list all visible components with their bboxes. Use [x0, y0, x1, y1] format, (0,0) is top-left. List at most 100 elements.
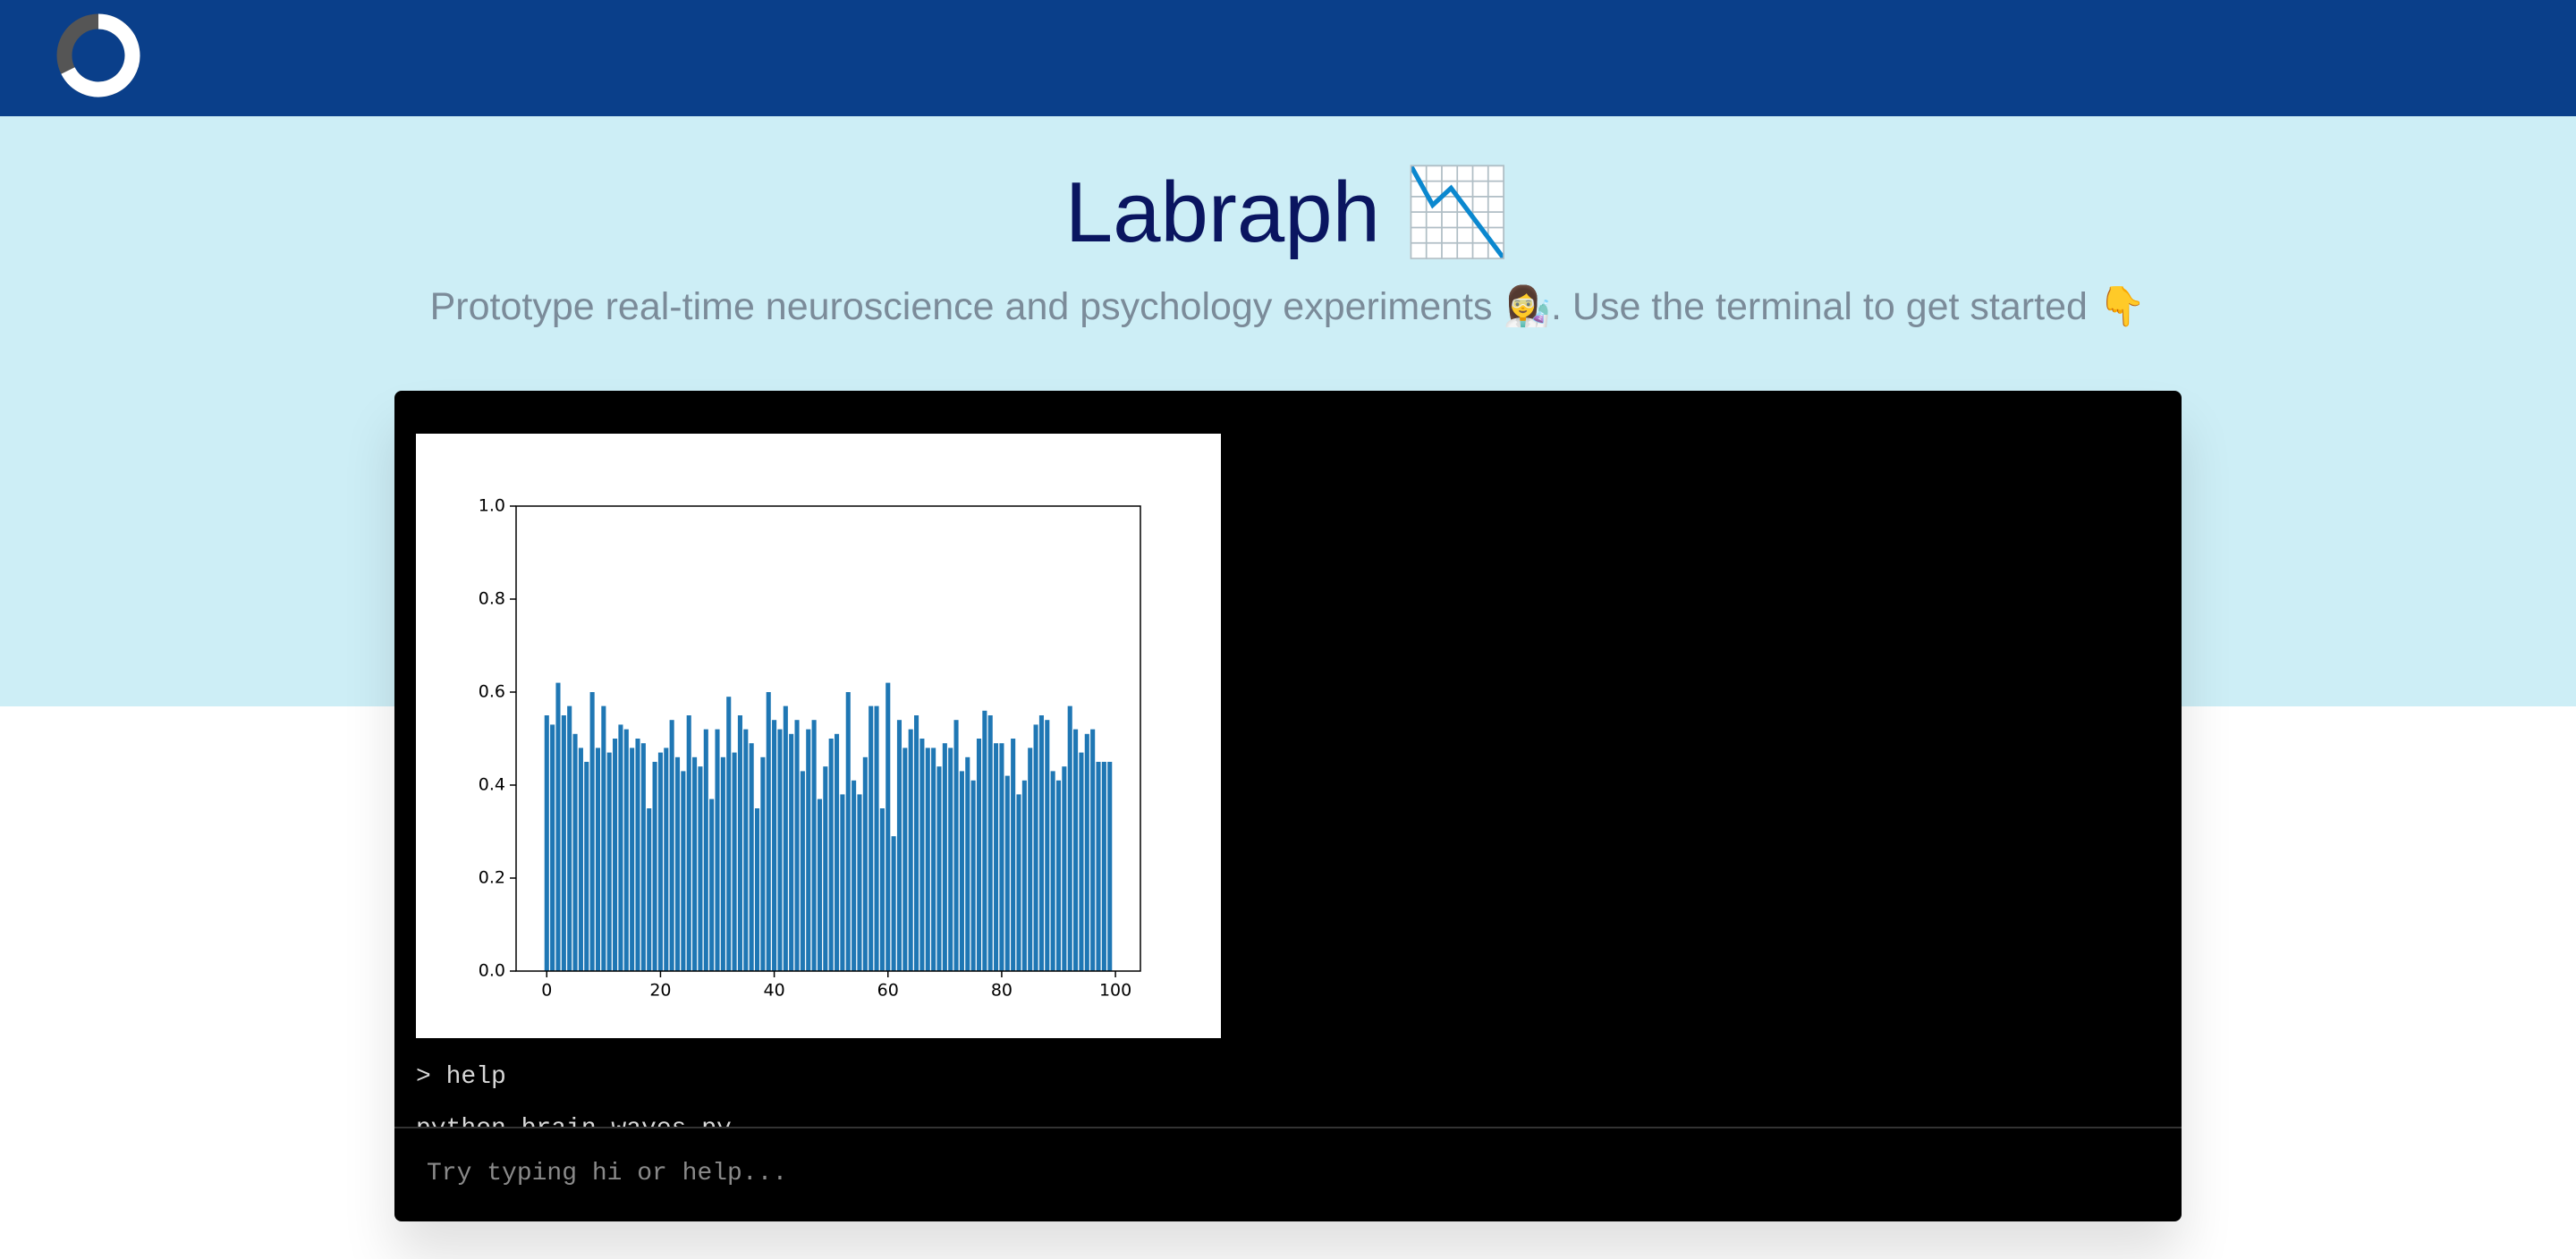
bar [794, 720, 800, 971]
x-tick-label: 100 [1099, 981, 1131, 1001]
bar [601, 706, 606, 971]
bar [1096, 762, 1101, 971]
bar [1067, 706, 1072, 971]
bar [1028, 748, 1033, 971]
bar [749, 743, 754, 971]
bar [1062, 766, 1067, 971]
bar [1045, 720, 1050, 971]
bar [806, 729, 811, 971]
bar [914, 715, 919, 971]
bar [732, 752, 737, 971]
bar [857, 794, 862, 971]
bar [959, 771, 964, 971]
bar [737, 715, 742, 971]
bar [845, 692, 851, 971]
bar [635, 739, 640, 971]
bar [686, 715, 691, 971]
bar [647, 808, 652, 971]
bar [948, 748, 953, 971]
x-tick-label: 60 [877, 981, 899, 1001]
history-line: > help [416, 1063, 506, 1091]
bar [589, 692, 595, 971]
bar [772, 720, 777, 971]
bar [766, 692, 771, 971]
bar [982, 710, 987, 971]
y-tick-label: 1.0 [479, 496, 505, 516]
bar [1079, 752, 1084, 971]
bar [862, 756, 868, 971]
bar [811, 720, 817, 971]
bar [953, 720, 959, 971]
bar [657, 752, 663, 971]
bar [623, 729, 629, 971]
terminal-output: 0.0 0.2 0.4 0.6 0.8 1.0 0 20 40 60 80 100 > help py… [394, 391, 2182, 1127]
x-tick-label: 80 [991, 981, 1013, 1001]
plot-image: 0.0 0.2 0.4 0.6 0.8 1.0 0 20 40 60 80 100 [416, 434, 1221, 1038]
bar [970, 780, 976, 971]
x-tick-label: 0 [541, 981, 552, 1001]
bar [613, 739, 618, 971]
bar [1016, 794, 1021, 971]
bar [896, 720, 902, 971]
bar [544, 715, 549, 971]
bar [618, 724, 623, 971]
title: Labraph 📉 [1064, 165, 1512, 260]
bar [879, 808, 885, 971]
bar [1090, 729, 1096, 971]
subtitle: Prototype real-time neuroscience and psy… [429, 285, 2147, 328]
bar [840, 794, 845, 971]
bar [908, 729, 913, 971]
bar [720, 756, 725, 971]
bar [777, 729, 783, 971]
bar [703, 729, 708, 971]
bar [652, 762, 657, 971]
bar [606, 752, 612, 971]
bar [886, 682, 891, 971]
bar [1033, 724, 1038, 971]
bar [572, 733, 578, 971]
bar [669, 720, 674, 971]
bar [692, 756, 698, 971]
bar [640, 743, 646, 971]
terminal: 0.0 0.2 0.4 0.6 0.8 1.0 0 20 40 60 80 100 > help py… [394, 391, 2182, 1221]
bar [800, 771, 805, 971]
bar [817, 798, 823, 971]
bar [1107, 762, 1113, 971]
bar [828, 739, 834, 971]
bar [1084, 733, 1089, 971]
bar [726, 697, 732, 971]
bar [1021, 780, 1027, 971]
x-tick-label: 20 [649, 981, 671, 1001]
bar [567, 706, 572, 971]
bar [1050, 771, 1055, 971]
bar [715, 729, 720, 971]
y-tick-label: 0.0 [479, 961, 505, 981]
y-tick-label: 0.6 [479, 682, 505, 702]
bar [674, 756, 681, 971]
bar [578, 748, 583, 971]
bar [931, 748, 936, 971]
logo[interactable] [55, 13, 145, 102]
bar [965, 756, 970, 971]
x-tick-label: 40 [764, 981, 785, 1001]
terminal-input[interactable]: Try typing hi or help... [427, 1160, 788, 1187]
bar [999, 743, 1004, 971]
bar [760, 756, 766, 971]
bar [664, 748, 669, 971]
bar [555, 682, 561, 971]
bar [869, 706, 874, 971]
bar [852, 780, 857, 971]
bar [942, 743, 947, 971]
bar [987, 715, 993, 971]
chart: 0.0 0.2 0.4 0.6 0.8 1.0 0 20 40 60 80 100 [479, 496, 1141, 1001]
bar [789, 733, 794, 971]
bar [936, 766, 942, 971]
bar [874, 706, 879, 971]
bar [1011, 739, 1016, 971]
bar [595, 748, 601, 971]
bar [743, 729, 749, 971]
bar [783, 706, 788, 971]
bar [1073, 729, 1079, 971]
bar [681, 771, 686, 971]
header [0, 0, 2576, 116]
